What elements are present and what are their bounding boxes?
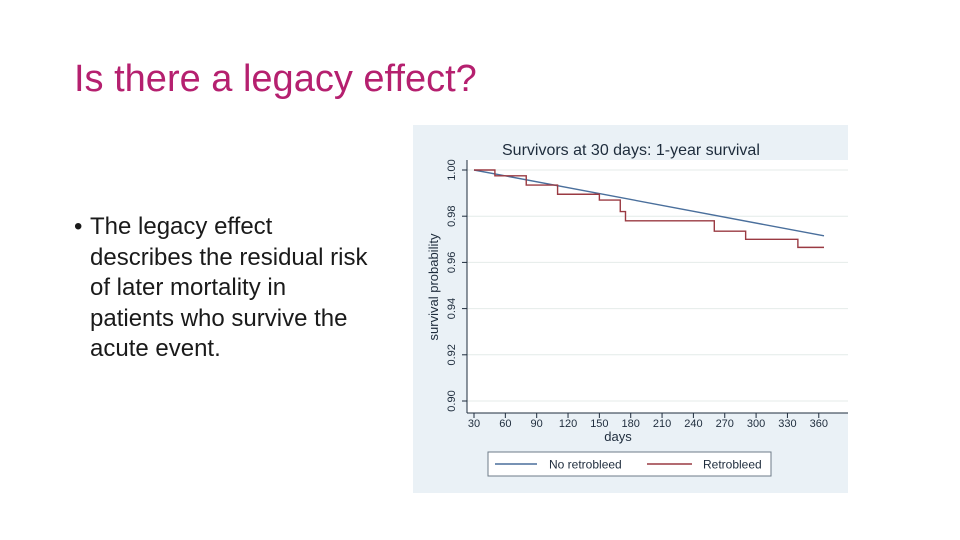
grid-layer — [467, 169, 848, 402]
x-tick-label: 360 — [810, 418, 828, 430]
y-axis-label: survival probability — [426, 233, 441, 340]
legend-label-retrobleed: Retrobleed — [703, 458, 762, 472]
y-tick-label: 0.98 — [446, 205, 458, 226]
y-tick-label: 0.94 — [446, 298, 458, 319]
series-line-no-retrobleed — [473, 169, 825, 237]
plot-area — [467, 160, 848, 413]
bullet-item: • The legacy effect describes the residu… — [74, 212, 374, 365]
y-tick-label: 0.96 — [446, 252, 458, 273]
series-layer — [473, 169, 825, 249]
series-line-retrobleed — [474, 169, 824, 249]
bullet-marker: • — [74, 213, 83, 240]
y-tick-label: 0.92 — [446, 344, 458, 365]
bullet-text: The legacy effect describes the residual… — [90, 213, 368, 362]
y-tick-label: 0.90 — [446, 390, 458, 411]
x-tick-label: 240 — [684, 418, 702, 430]
x-axis-label: days — [604, 429, 632, 444]
survival-chart-panel: Survivors at 30 days: 1-year survival da… — [413, 125, 848, 493]
axis-layer: 0.90 0.92 0.94 0.96 0.98 1.00 30 60 90 120 150 180 2… — [446, 159, 848, 430]
survival-chart: Survivors at 30 days: 1-year survival da… — [426, 142, 848, 477]
x-tick-label: 30 — [468, 418, 480, 430]
legend-label-no-retrobleed: No retrobleed — [549, 458, 622, 472]
bullet-list: • The legacy effect describes the residu… — [74, 212, 374, 365]
x-tick-label: 180 — [622, 418, 640, 430]
x-tick-label: 210 — [653, 418, 671, 430]
x-tick-label: 330 — [778, 418, 796, 430]
x-tick-label: 300 — [747, 418, 765, 430]
chart-title: Survivors at 30 days: 1-year survival — [502, 142, 760, 159]
x-tick-label: 120 — [559, 418, 577, 430]
x-tick-label: 270 — [716, 418, 734, 430]
slide-title: Is there a legacy effect? — [74, 58, 477, 100]
y-tick-label: 1.00 — [446, 159, 458, 180]
legend: No retrobleed Retrobleed — [487, 451, 772, 477]
x-tick-label: 150 — [590, 418, 608, 430]
x-tick-label: 90 — [531, 418, 543, 430]
x-tick-label: 60 — [499, 418, 511, 430]
